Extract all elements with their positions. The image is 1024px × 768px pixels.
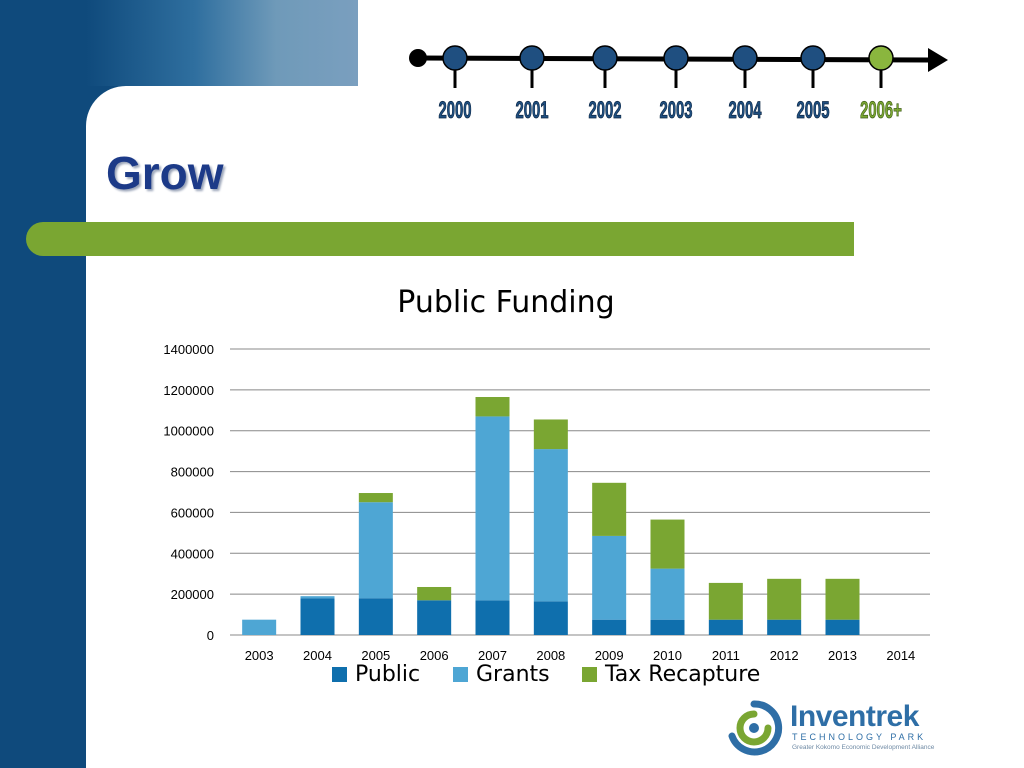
timeline-node-2004 [732, 45, 758, 71]
timeline-year-label: 2001 [515, 98, 548, 124]
timeline-node-2000 [442, 45, 468, 71]
bar-grants-2008 [533, 449, 568, 602]
legend-label: Public [355, 662, 420, 687]
bar-public-2009 [592, 619, 627, 635]
legend-label: Grants [476, 662, 550, 687]
bar-grants-2007 [475, 416, 510, 601]
bar-tax-recapture-2012 [767, 578, 802, 620]
x-tick-label: 2010 [653, 648, 682, 663]
y-tick-label: 1000000 [163, 424, 214, 439]
timeline-year-label: 2002 [588, 98, 621, 124]
logo-subtitle: TECHNOLOGY PARK [792, 732, 927, 742]
timeline-start-dot [409, 49, 427, 67]
bar-grants-2004 [300, 596, 335, 599]
legend-swatch-tax-recapture [582, 667, 597, 682]
timeline-node-2002 [592, 45, 618, 71]
bar-grants-2009 [592, 535, 627, 620]
y-tick-label: 800000 [171, 465, 214, 480]
legend-label: Tax Recapture [604, 662, 760, 687]
y-tick-label: 1200000 [163, 383, 214, 398]
y-tick-label: 600000 [171, 505, 214, 520]
bar-tax-recapture-2009 [592, 482, 627, 536]
x-tick-label: 2014 [886, 648, 915, 663]
x-tick-label: 2008 [536, 648, 565, 663]
timeline-node-2006plus [868, 45, 894, 71]
timeline-node-2001 [519, 45, 545, 71]
bar-public-2013 [825, 619, 860, 635]
x-tick-label: 2011 [712, 648, 740, 663]
bar-grants-2003 [242, 619, 277, 635]
timeline-node-2003 [663, 45, 689, 71]
x-tick-label: 2009 [595, 648, 624, 663]
x-tick-label: 2012 [770, 648, 799, 663]
legend-swatch-grants [453, 667, 468, 682]
x-tick-label: 2007 [478, 648, 507, 663]
left-band [0, 0, 86, 768]
bar-public-2004 [300, 598, 335, 635]
x-tick-label: 2005 [361, 648, 390, 663]
bar-grants-2010 [650, 568, 685, 620]
timeline-year-label: 2006+ [860, 98, 902, 124]
timeline-year-label: 2004 [728, 98, 761, 124]
accent-bar [26, 222, 854, 256]
timeline-year-label: 2005 [796, 98, 829, 124]
chart-title: Public Funding [397, 285, 614, 320]
timeline-arrowhead [928, 48, 948, 72]
timeline-year-label: 2000 [438, 98, 471, 124]
logo-tagline: Greater Kokomo Economic Development Alli… [792, 744, 935, 751]
timeline-node-2005 [800, 45, 826, 71]
bar-tax-recapture-2006 [417, 586, 452, 601]
inventrek-logo: Inventrek TECHNOLOGY PARK Greater Kokomo… [724, 698, 964, 758]
slide-title: Grow [106, 147, 224, 199]
public-funding-chart: Public Funding 0 200000 400000 600000 800000 1… [163, 285, 930, 687]
bar-tax-recapture-2011 [708, 582, 743, 620]
header-panel [358, 0, 1024, 86]
x-tick-label: 2006 [420, 648, 449, 663]
x-tick-label: 2013 [828, 648, 857, 663]
x-tick-label: 2003 [245, 648, 274, 663]
bar-tax-recapture-2010 [650, 519, 685, 569]
bar-tax-recapture-2007 [475, 397, 510, 417]
bar-grants-2005 [358, 502, 393, 599]
y-tick-label: 400000 [171, 546, 214, 561]
bar-public-2011 [708, 619, 743, 635]
bar-public-2005 [358, 598, 393, 635]
logo-name: Inventrek [790, 700, 919, 733]
legend-swatch-public [332, 667, 347, 682]
inventrek-logo-icon [728, 700, 783, 756]
top-gradient-band [86, 0, 358, 86]
y-tick-label: 1400000 [163, 342, 214, 357]
y-tick-label: 0 [207, 628, 214, 643]
bar-tax-recapture-2013 [825, 578, 860, 620]
y-tick-label: 200000 [171, 587, 214, 602]
bar-public-2007 [475, 600, 510, 635]
bar-public-2010 [650, 619, 685, 635]
timeline-year-label: 2003 [659, 98, 692, 124]
bar-public-2008 [533, 601, 568, 635]
timeline: 2000 2001 2002 2003 2004 2005 2006+ [409, 45, 948, 124]
bar-tax-recapture-2005 [358, 493, 393, 503]
bar-public-2012 [767, 619, 802, 635]
bar-tax-recapture-2008 [533, 419, 568, 450]
bar-public-2006 [417, 600, 452, 635]
x-tick-label: 2004 [303, 648, 332, 663]
